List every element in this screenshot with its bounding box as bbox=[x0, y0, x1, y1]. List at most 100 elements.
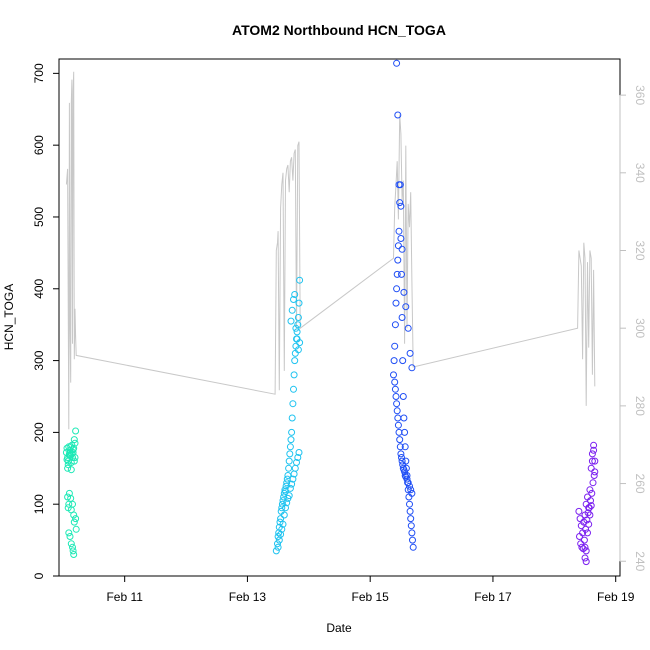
data-point bbox=[586, 511, 594, 519]
data-point bbox=[294, 321, 302, 329]
data-point bbox=[576, 533, 583, 540]
data-point bbox=[391, 342, 399, 350]
data-point bbox=[398, 457, 406, 465]
data-point bbox=[289, 400, 297, 408]
data-point bbox=[288, 480, 296, 488]
data-point bbox=[296, 276, 304, 284]
data-point bbox=[588, 457, 596, 465]
data-point bbox=[288, 306, 296, 314]
x-axis-label: Date bbox=[326, 621, 352, 635]
data-point bbox=[408, 364, 416, 372]
data-point bbox=[287, 317, 295, 325]
data-point bbox=[396, 436, 404, 444]
data-point bbox=[409, 543, 417, 551]
data-point bbox=[70, 518, 78, 526]
data-point bbox=[590, 441, 598, 449]
data-point bbox=[70, 436, 78, 444]
data-point bbox=[283, 479, 291, 487]
data-point bbox=[283, 499, 291, 507]
y-tick-label: 100 bbox=[32, 494, 46, 514]
data-point bbox=[395, 428, 403, 436]
data-point bbox=[582, 547, 590, 555]
data-point bbox=[398, 454, 405, 461]
data-point bbox=[392, 393, 400, 400]
data-point bbox=[69, 543, 76, 551]
data-point bbox=[277, 530, 285, 538]
y2-axis-right: 240 260 280 300 320 340 360 bbox=[619, 85, 647, 572]
y-axis-label: HCN_TOGA bbox=[2, 284, 16, 350]
data-point bbox=[291, 464, 299, 472]
y2-tick-label: 340 bbox=[633, 163, 647, 183]
data-point bbox=[406, 349, 414, 357]
data-point bbox=[289, 475, 297, 483]
y2-tick-label: 360 bbox=[633, 85, 647, 105]
y-tick-label: 400 bbox=[32, 278, 46, 298]
data-point bbox=[290, 371, 298, 379]
data-point bbox=[391, 385, 399, 393]
data-point bbox=[586, 486, 594, 494]
y-tick-label: 700 bbox=[32, 63, 46, 83]
data-point bbox=[69, 500, 76, 508]
data-point bbox=[67, 540, 75, 548]
data-point bbox=[69, 446, 77, 454]
data-point bbox=[396, 443, 404, 451]
data-point bbox=[66, 533, 74, 540]
data-point bbox=[284, 472, 292, 479]
data-point bbox=[584, 529, 591, 537]
data-point bbox=[397, 235, 405, 242]
data-point bbox=[293, 459, 300, 466]
data-point bbox=[575, 507, 583, 515]
data-point bbox=[288, 414, 296, 422]
data-point bbox=[71, 439, 79, 447]
data-point bbox=[581, 543, 589, 551]
data-point bbox=[278, 504, 286, 512]
data-point bbox=[274, 543, 282, 551]
data-point bbox=[285, 464, 293, 472]
plot-frame bbox=[58, 58, 621, 577]
data-point bbox=[590, 446, 598, 454]
x-tick-label: Feb 19 bbox=[597, 590, 635, 604]
data-point bbox=[576, 515, 584, 523]
data-point bbox=[409, 536, 416, 544]
data-point bbox=[69, 547, 77, 555]
data-point bbox=[394, 242, 402, 250]
data-point bbox=[407, 522, 415, 530]
data-point bbox=[582, 525, 590, 533]
data-point bbox=[274, 540, 281, 548]
y2-tick-label: 300 bbox=[633, 318, 647, 338]
y-tick-label: 0 bbox=[32, 572, 46, 579]
data-point bbox=[64, 464, 72, 472]
data-point bbox=[292, 324, 300, 332]
data-point bbox=[392, 299, 400, 307]
data-point bbox=[64, 461, 72, 469]
data-point bbox=[72, 515, 80, 523]
data-point bbox=[585, 520, 593, 528]
data-point bbox=[286, 484, 294, 492]
data-point bbox=[275, 536, 283, 544]
data-point bbox=[65, 489, 73, 497]
y2-tick-label: 320 bbox=[633, 240, 647, 260]
line-layer bbox=[65, 71, 596, 430]
data-point bbox=[406, 500, 413, 508]
data-point bbox=[278, 525, 286, 533]
data-point bbox=[290, 385, 297, 393]
data-point bbox=[288, 428, 296, 436]
data-point bbox=[408, 529, 416, 537]
x-tick-label: Feb 17 bbox=[474, 590, 512, 604]
data-point bbox=[285, 457, 293, 465]
data-point bbox=[585, 504, 593, 512]
data-point bbox=[398, 314, 406, 321]
data-point bbox=[587, 502, 595, 510]
data-point bbox=[393, 59, 401, 67]
data-point bbox=[71, 454, 79, 461]
x-tick-label: Feb 11 bbox=[106, 590, 143, 604]
data-point bbox=[591, 457, 599, 465]
data-point bbox=[583, 516, 591, 524]
data-point bbox=[272, 547, 280, 555]
chart-title: ATOM2 Northbound HCN_TOGA bbox=[232, 22, 446, 38]
data-point bbox=[589, 479, 597, 487]
data-point bbox=[408, 489, 416, 497]
x-tick-label: Feb 13 bbox=[229, 590, 267, 604]
data-point bbox=[580, 536, 588, 544]
data-point bbox=[399, 461, 407, 469]
